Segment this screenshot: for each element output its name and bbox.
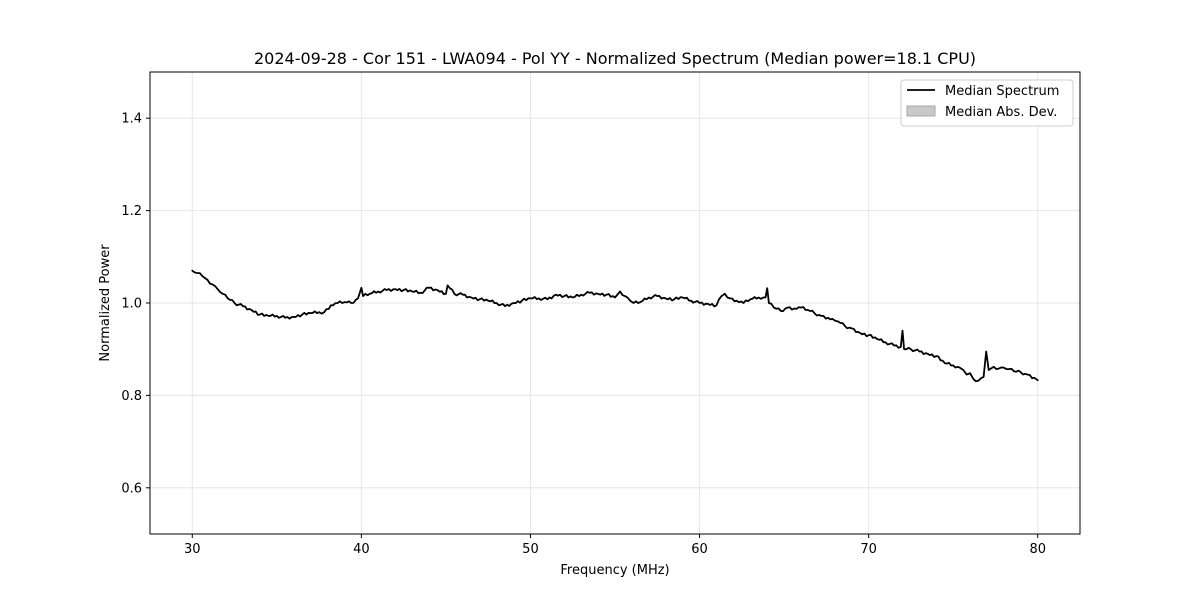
y-tick-label: 1.4 <box>121 112 142 127</box>
x-tick-label: 70 <box>860 542 877 557</box>
x-tick-label: 50 <box>522 542 539 557</box>
legend-entry-median-abs-dev: Median Abs. Dev. <box>945 105 1057 120</box>
y-tick-label: 1.0 <box>121 297 142 312</box>
legend-entry-median-spectrum: Median Spectrum <box>945 84 1059 99</box>
legend: Median Spectrum Median Abs. Dev. <box>900 79 1074 127</box>
x-tick-label: 80 <box>1029 542 1046 557</box>
chart-title: 2024-09-28 - Cor 151 - LWA094 - Pol YY -… <box>254 49 976 68</box>
x-tick-label: 60 <box>691 542 708 557</box>
y-tick-label: 0.6 <box>121 481 142 496</box>
legend-box <box>900 79 1074 127</box>
y-axis-label: Normalized Power <box>98 244 113 362</box>
x-axis-label: Frequency (MHz) <box>560 563 669 578</box>
x-tick-label: 30 <box>184 542 201 557</box>
median-spectrum-line <box>191 269 1039 383</box>
y-tick-label: 0.8 <box>121 389 142 404</box>
x-tick-label: 40 <box>353 542 370 557</box>
tick-marks: 30 40 50 60 70 80 0.6 0.8 1.0 1.2 1.4 <box>121 112 1046 557</box>
y-tick-label: 1.2 <box>121 204 142 219</box>
legend-area-swatch <box>906 105 936 117</box>
